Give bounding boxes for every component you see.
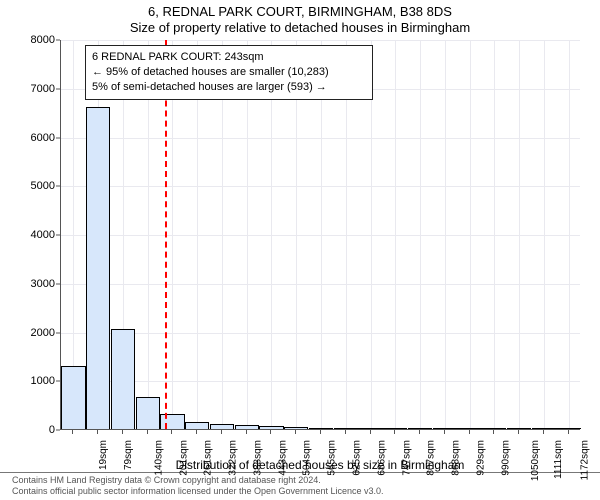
histogram-bar: [358, 428, 382, 429]
histogram-bar: [383, 428, 407, 429]
x-tick-mark: [122, 430, 123, 434]
gridline-v: [420, 40, 421, 429]
y-tick-mark: [56, 430, 60, 431]
x-tick-mark: [246, 430, 247, 434]
gridline-v: [544, 40, 545, 429]
histogram-bar: [111, 329, 135, 429]
y-tick-label: 5000: [15, 180, 55, 192]
annotation-line3: 5% of semi-detached houses are larger (5…: [92, 80, 366, 95]
y-tick-label: 4000: [15, 229, 55, 241]
x-tick-mark: [97, 430, 98, 434]
x-tick-mark: [345, 430, 346, 434]
histogram-bar: [334, 428, 358, 429]
x-tick-label: 807sqm: [426, 440, 437, 476]
x-tick-label: 504sqm: [302, 440, 313, 476]
x-tick-label: 686sqm: [376, 440, 387, 476]
x-tick-label: 19sqm: [98, 440, 109, 470]
x-tick-mark: [72, 430, 73, 434]
x-tick-label: 443sqm: [277, 440, 288, 476]
x-tick-label: 1050sqm: [530, 440, 541, 481]
y-tick-label: 1000: [15, 375, 55, 387]
gridline-v: [445, 40, 446, 429]
y-tick-mark: [56, 332, 60, 333]
x-tick-mark: [320, 430, 321, 434]
x-tick-mark: [295, 430, 296, 434]
x-tick-mark: [518, 430, 519, 434]
histogram-bar: [309, 428, 333, 429]
histogram-bar: [457, 428, 481, 429]
annotation-line2: ← 95% of detached houses are smaller (10…: [92, 65, 366, 80]
x-tick-mark: [469, 430, 470, 434]
x-tick-label: 261sqm: [203, 440, 214, 476]
y-tick-mark: [56, 381, 60, 382]
histogram-bar: [532, 428, 556, 429]
footer-line1: Contains HM Land Registry data © Crown c…: [12, 475, 594, 486]
y-tick-label: 0: [15, 424, 55, 436]
x-tick-mark: [196, 430, 197, 434]
histogram-bar: [259, 426, 283, 429]
x-tick-label: 322sqm: [228, 440, 239, 476]
figure-root: 6, REDNAL PARK COURT, BIRMINGHAM, B38 8D…: [0, 0, 600, 500]
x-tick-label: 625sqm: [352, 440, 363, 476]
x-tick-label: 868sqm: [451, 440, 462, 476]
gridline-v: [519, 40, 520, 429]
histogram-bar: [136, 397, 160, 429]
histogram-bar: [86, 107, 110, 429]
y-tick-mark: [56, 88, 60, 89]
x-tick-mark: [147, 430, 148, 434]
x-tick-mark: [221, 430, 222, 434]
x-tick-label: 990sqm: [500, 440, 511, 476]
x-tick-mark: [370, 430, 371, 434]
figure-footer: Contains HM Land Registry data © Crown c…: [0, 472, 600, 500]
gridline-v: [470, 40, 471, 429]
chart-title-line2: Size of property relative to detached ho…: [0, 20, 600, 35]
histogram-bar: [185, 422, 209, 429]
histogram-bar: [235, 425, 259, 429]
x-tick-mark: [394, 430, 395, 434]
y-tick-label: 7000: [15, 83, 55, 95]
x-tick-label: 1111sqm: [553, 440, 564, 479]
gridline-v: [569, 40, 570, 429]
histogram-bar: [160, 414, 184, 429]
x-tick-label: 565sqm: [327, 440, 338, 476]
histogram-bar: [210, 424, 234, 429]
histogram-bar: [507, 428, 531, 429]
annotation-box: 6 REDNAL PARK COURT: 243sqm← 95% of deta…: [85, 45, 373, 100]
y-tick-mark: [56, 283, 60, 284]
histogram-bar: [482, 428, 506, 429]
y-tick-label: 3000: [15, 278, 55, 290]
histogram-bar: [556, 428, 580, 429]
histogram-bar: [284, 427, 308, 429]
y-tick-label: 8000: [15, 34, 55, 46]
histogram-bar: [408, 428, 432, 429]
x-tick-label: 1172sqm: [579, 440, 590, 480]
histogram-bar: [61, 366, 85, 429]
y-tick-label: 2000: [15, 327, 55, 339]
annotation-line1: 6 REDNAL PARK COURT: 243sqm: [92, 50, 366, 65]
y-tick-mark: [56, 235, 60, 236]
gridline-v: [494, 40, 495, 429]
x-tick-mark: [419, 430, 420, 434]
x-tick-label: 140sqm: [153, 440, 164, 476]
y-tick-mark: [56, 40, 60, 41]
x-tick-mark: [270, 430, 271, 434]
x-tick-label: 201sqm: [178, 440, 189, 476]
x-tick-mark: [568, 430, 569, 434]
x-tick-label: 79sqm: [123, 440, 134, 470]
y-tick-mark: [56, 186, 60, 187]
x-tick-mark: [543, 430, 544, 434]
x-tick-mark: [493, 430, 494, 434]
x-tick-label: 929sqm: [475, 440, 486, 476]
gridline-v: [395, 40, 396, 429]
footer-line2: Contains official public sector informat…: [12, 486, 594, 497]
y-tick-label: 6000: [15, 132, 55, 144]
x-tick-mark: [444, 430, 445, 434]
chart-title-line1: 6, REDNAL PARK COURT, BIRMINGHAM, B38 8D…: [0, 4, 600, 19]
y-tick-mark: [56, 137, 60, 138]
x-tick-label: 383sqm: [253, 440, 264, 476]
x-tick-label: 747sqm: [401, 440, 412, 476]
x-tick-mark: [171, 430, 172, 434]
histogram-bar: [433, 428, 457, 429]
